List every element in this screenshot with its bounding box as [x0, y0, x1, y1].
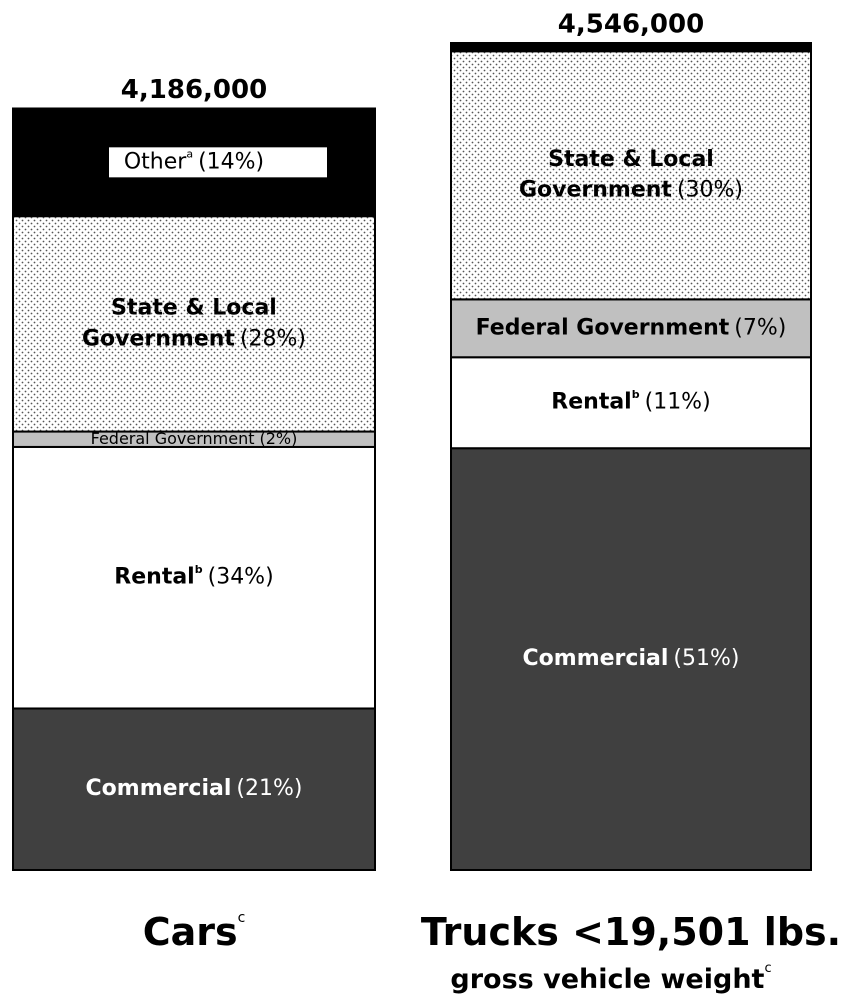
category-name: Trucks <19,501 lbs.: [421, 910, 841, 954]
segment-label: Rentalb (11%): [551, 388, 710, 415]
segment-name: Rental: [114, 565, 194, 590]
segment-value-label: (34%): [208, 565, 274, 590]
segment-label: State & Local: [548, 147, 714, 172]
segment-label: Federal Government (7%): [476, 315, 787, 340]
segment-label: Federal Government (2%): [91, 429, 298, 448]
segment-name: Federal Government: [91, 429, 255, 448]
label-box: [109, 147, 327, 178]
segment-value-label: (7%): [734, 315, 786, 340]
segment-value-label: (30%): [677, 178, 743, 203]
bar-segment: [450, 50, 812, 301]
segment-label: State & Local: [111, 295, 277, 320]
bar-segment: [12, 215, 376, 433]
segment-label: Othera (14%): [124, 148, 264, 175]
segment-value-label: (11%): [645, 390, 711, 415]
bar-segment: [12, 445, 376, 710]
segment-note: a: [186, 148, 193, 161]
segment-label: Commercial (21%): [86, 776, 303, 801]
segment-name: Federal Government: [476, 315, 730, 340]
total-label: 4,546,000: [558, 10, 704, 40]
segment-value-label: (14%): [198, 149, 264, 174]
segment-label: Rentalb (34%): [114, 563, 273, 590]
total-label: 4,186,000: [121, 75, 267, 105]
segment-name: Rental: [551, 390, 631, 415]
segment-name: Government: [82, 326, 235, 351]
segment-value-label: (21%): [236, 776, 302, 801]
segment-name: Government: [519, 178, 672, 203]
segment-value-label: (28%): [240, 326, 306, 351]
segment-name: Commercial: [523, 646, 669, 671]
subtitle-note: c: [764, 961, 771, 976]
segment-label: Government (30%): [519, 178, 743, 203]
bar-segment: [450, 447, 812, 871]
category-label: Trucks <19,501 lbs.: [421, 910, 841, 954]
segment-note: b: [195, 563, 203, 576]
subtitle-text: gross vehicle weight: [450, 964, 764, 995]
bar-segment: [450, 42, 812, 53]
bar-segment: [12, 707, 376, 872]
segment-label: Commercial (51%): [523, 646, 740, 671]
category-note: c: [238, 910, 246, 926]
category-label: Carsc: [143, 910, 246, 954]
segment-name: Other: [124, 149, 187, 174]
segment-name: Commercial: [86, 776, 232, 801]
category-name: Cars: [143, 910, 238, 954]
segment-name: State & Local: [548, 147, 714, 172]
segment-name: State & Local: [111, 295, 277, 320]
segment-note: b: [632, 388, 640, 401]
category-subtitle: gross vehicle weightc: [450, 961, 771, 995]
segment-label: Government (28%): [82, 326, 306, 351]
segment-value-label: (51%): [673, 646, 739, 671]
segment-value-label: (2%): [260, 429, 298, 448]
